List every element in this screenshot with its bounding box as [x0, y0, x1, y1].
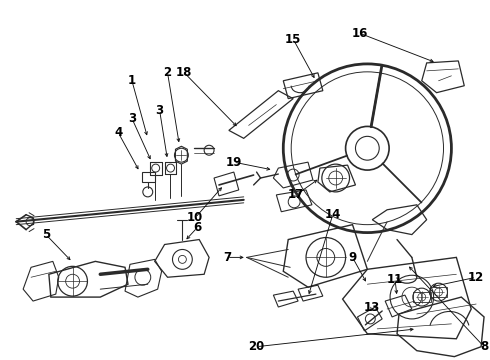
- Text: 12: 12: [468, 271, 484, 284]
- Text: 10: 10: [187, 211, 203, 224]
- Text: 20: 20: [248, 340, 265, 353]
- Text: 5: 5: [42, 228, 50, 241]
- Text: 8: 8: [480, 340, 488, 353]
- Text: 3: 3: [128, 112, 136, 125]
- Text: 16: 16: [351, 27, 368, 40]
- Text: 18: 18: [176, 66, 193, 79]
- Text: 2: 2: [164, 66, 171, 79]
- Text: 1: 1: [128, 74, 136, 87]
- Text: 3: 3: [156, 104, 164, 117]
- Text: 14: 14: [324, 208, 341, 221]
- Text: 7: 7: [223, 251, 231, 264]
- Text: 4: 4: [114, 126, 122, 139]
- Text: 17: 17: [288, 188, 304, 201]
- Text: 13: 13: [364, 301, 380, 314]
- Text: 6: 6: [193, 221, 201, 234]
- Text: 9: 9: [348, 251, 357, 264]
- Text: 19: 19: [225, 156, 242, 168]
- Text: 11: 11: [387, 273, 403, 286]
- Text: 15: 15: [285, 33, 301, 46]
